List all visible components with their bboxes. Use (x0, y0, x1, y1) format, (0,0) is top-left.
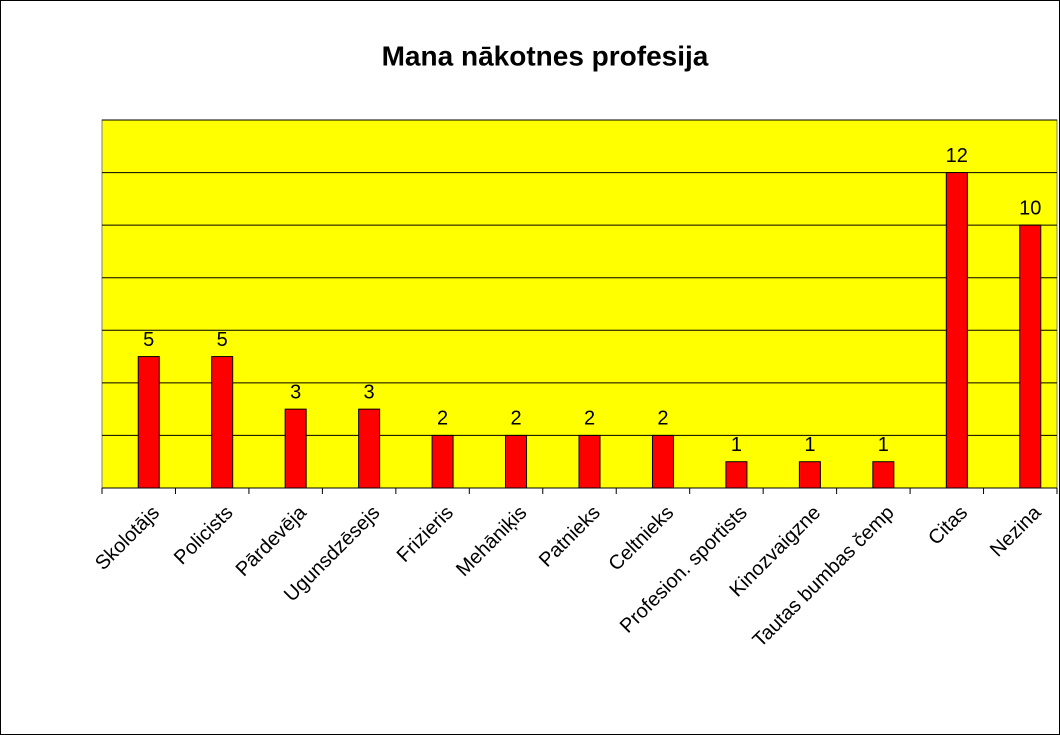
value-label: 5 (217, 329, 228, 351)
bar (284, 408, 307, 489)
value-label: 5 (143, 329, 154, 351)
bar (505, 434, 528, 489)
value-label: 2 (437, 408, 448, 430)
value-label: 2 (510, 408, 521, 430)
bar (945, 172, 968, 489)
value-label: 10 (1019, 197, 1041, 219)
value-label: 1 (804, 434, 815, 456)
chart-title: Mana nākotnes profesija (382, 40, 709, 71)
bar (358, 408, 381, 489)
value-label: 3 (364, 381, 375, 403)
value-label: 1 (731, 434, 742, 456)
bar (431, 434, 454, 489)
value-label: 2 (584, 408, 595, 430)
bar (872, 461, 895, 489)
bar (1019, 224, 1042, 489)
plot-area (101, 119, 1058, 489)
bar (651, 434, 674, 489)
bar (798, 461, 821, 489)
value-label: 2 (657, 408, 668, 430)
value-label: 3 (290, 381, 301, 403)
value-label: 1 (878, 434, 889, 456)
bar (137, 356, 160, 489)
value-label: 12 (946, 145, 968, 167)
bar (725, 461, 748, 489)
bar (578, 434, 601, 489)
bar (211, 356, 234, 489)
